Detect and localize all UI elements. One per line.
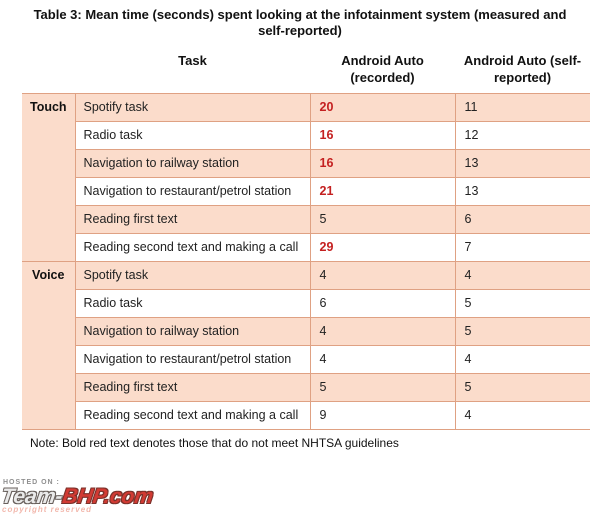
logo-com-text: .com xyxy=(102,485,155,508)
task-cell: Navigation to railway station xyxy=(74,149,311,178)
task-cell: Reading second text and making a call xyxy=(74,401,311,430)
mode-cell: Voice xyxy=(22,261,76,430)
self-reported-value-cell: 4 xyxy=(454,401,590,430)
recorded-value-cell: 4 xyxy=(309,345,456,374)
task-cell: Spotify task xyxy=(74,261,311,290)
task-cell: Navigation to restaurant/petrol station xyxy=(74,177,311,206)
self-reported-value-cell: 5 xyxy=(454,373,590,402)
table-row: Radio task 6 5 xyxy=(22,289,590,318)
self-reported-value-cell: 5 xyxy=(454,289,590,318)
data-table: Task Android Auto (recorded) Android Aut… xyxy=(22,49,590,430)
self-reported-value-cell: 5 xyxy=(454,317,590,346)
table-row: Navigation to restaurant/petrol station 4… xyxy=(22,345,590,374)
table-row: Reading first text 5 5 xyxy=(22,373,590,402)
header-self-reported: Android Auto (self-reported) xyxy=(463,53,582,85)
task-cell: Reading second text and making a call xyxy=(74,233,311,262)
task-cell: Radio task xyxy=(74,121,311,150)
table-row: Reading second text and making a call 29 7 xyxy=(22,233,590,262)
table-row: Radio task 16 12 xyxy=(22,121,590,150)
self-reported-value-cell: 4 xyxy=(454,345,590,374)
table-note: Note: Bold red text denotes those that d… xyxy=(30,436,399,450)
task-cell: Reading first text xyxy=(74,373,311,402)
self-reported-value-cell: 12 xyxy=(454,121,590,150)
table-row: Navigation to railway station 16 13 xyxy=(22,149,590,178)
self-reported-value-cell: 4 xyxy=(454,261,590,290)
logo-team-text: Team- xyxy=(0,485,65,508)
task-cell: Radio task xyxy=(74,289,311,318)
task-cell: Navigation to restaurant/petrol station xyxy=(74,345,311,374)
header-row: Task Android Auto (recorded) Android Aut… xyxy=(22,49,590,94)
task-cell: Navigation to railway station xyxy=(74,317,311,346)
recorded-value-cell: 4 xyxy=(309,317,456,346)
task-cell: Spotify task xyxy=(74,93,311,122)
table-row: Touch Spotify task 20 11 xyxy=(22,93,590,262)
header-recorded: Android Auto (recorded) xyxy=(341,53,424,85)
header-mode xyxy=(22,49,75,94)
copyright-text: copyright reserved xyxy=(2,505,93,514)
recorded-value-cell: 9 xyxy=(309,401,456,430)
table-row: Navigation to railway station 4 5 xyxy=(22,317,590,346)
recorded-value-cell: 16 xyxy=(309,149,456,178)
table-body: Touch Spotify task 20 11 Radio task 16 12 Navig… xyxy=(22,93,590,430)
task-cell: Reading first text xyxy=(74,205,311,234)
recorded-value-cell: 29 xyxy=(309,233,456,262)
team-bhp-logo: Team-BHP.com xyxy=(0,485,155,508)
table-row: Navigation to restaurant/petrol station 2… xyxy=(22,177,590,206)
hosted-on-label: HOSTED ON : xyxy=(3,479,60,486)
header-task: Task xyxy=(178,53,207,68)
self-reported-value-cell: 11 xyxy=(454,93,590,122)
self-reported-value-cell: 13 xyxy=(454,149,590,178)
recorded-value-cell: 5 xyxy=(309,205,456,234)
recorded-value-cell: 16 xyxy=(309,121,456,150)
self-reported-value-cell: 6 xyxy=(454,205,590,234)
recorded-value-cell: 21 xyxy=(309,177,456,206)
recorded-value-cell: 4 xyxy=(309,261,456,290)
watermark: HOSTED ON : Team-BHP.com copyright reser… xyxy=(0,479,155,514)
recorded-value-cell: 20 xyxy=(309,93,456,122)
table-row: Voice Spotify task 4 4 xyxy=(22,261,590,430)
recorded-value-cell: 5 xyxy=(309,373,456,402)
table-row: Reading second text and making a call 9 4 xyxy=(22,401,590,430)
self-reported-value-cell: 13 xyxy=(454,177,590,206)
recorded-value-cell: 6 xyxy=(309,289,456,318)
logo-bhp-text: BHP xyxy=(60,485,106,508)
mode-cell: Touch xyxy=(22,93,76,262)
table-title: Table 3: Mean time (seconds) spent looki… xyxy=(33,7,567,38)
self-reported-value-cell: 7 xyxy=(454,233,590,262)
table-row: Reading first text 5 6 xyxy=(22,205,590,234)
